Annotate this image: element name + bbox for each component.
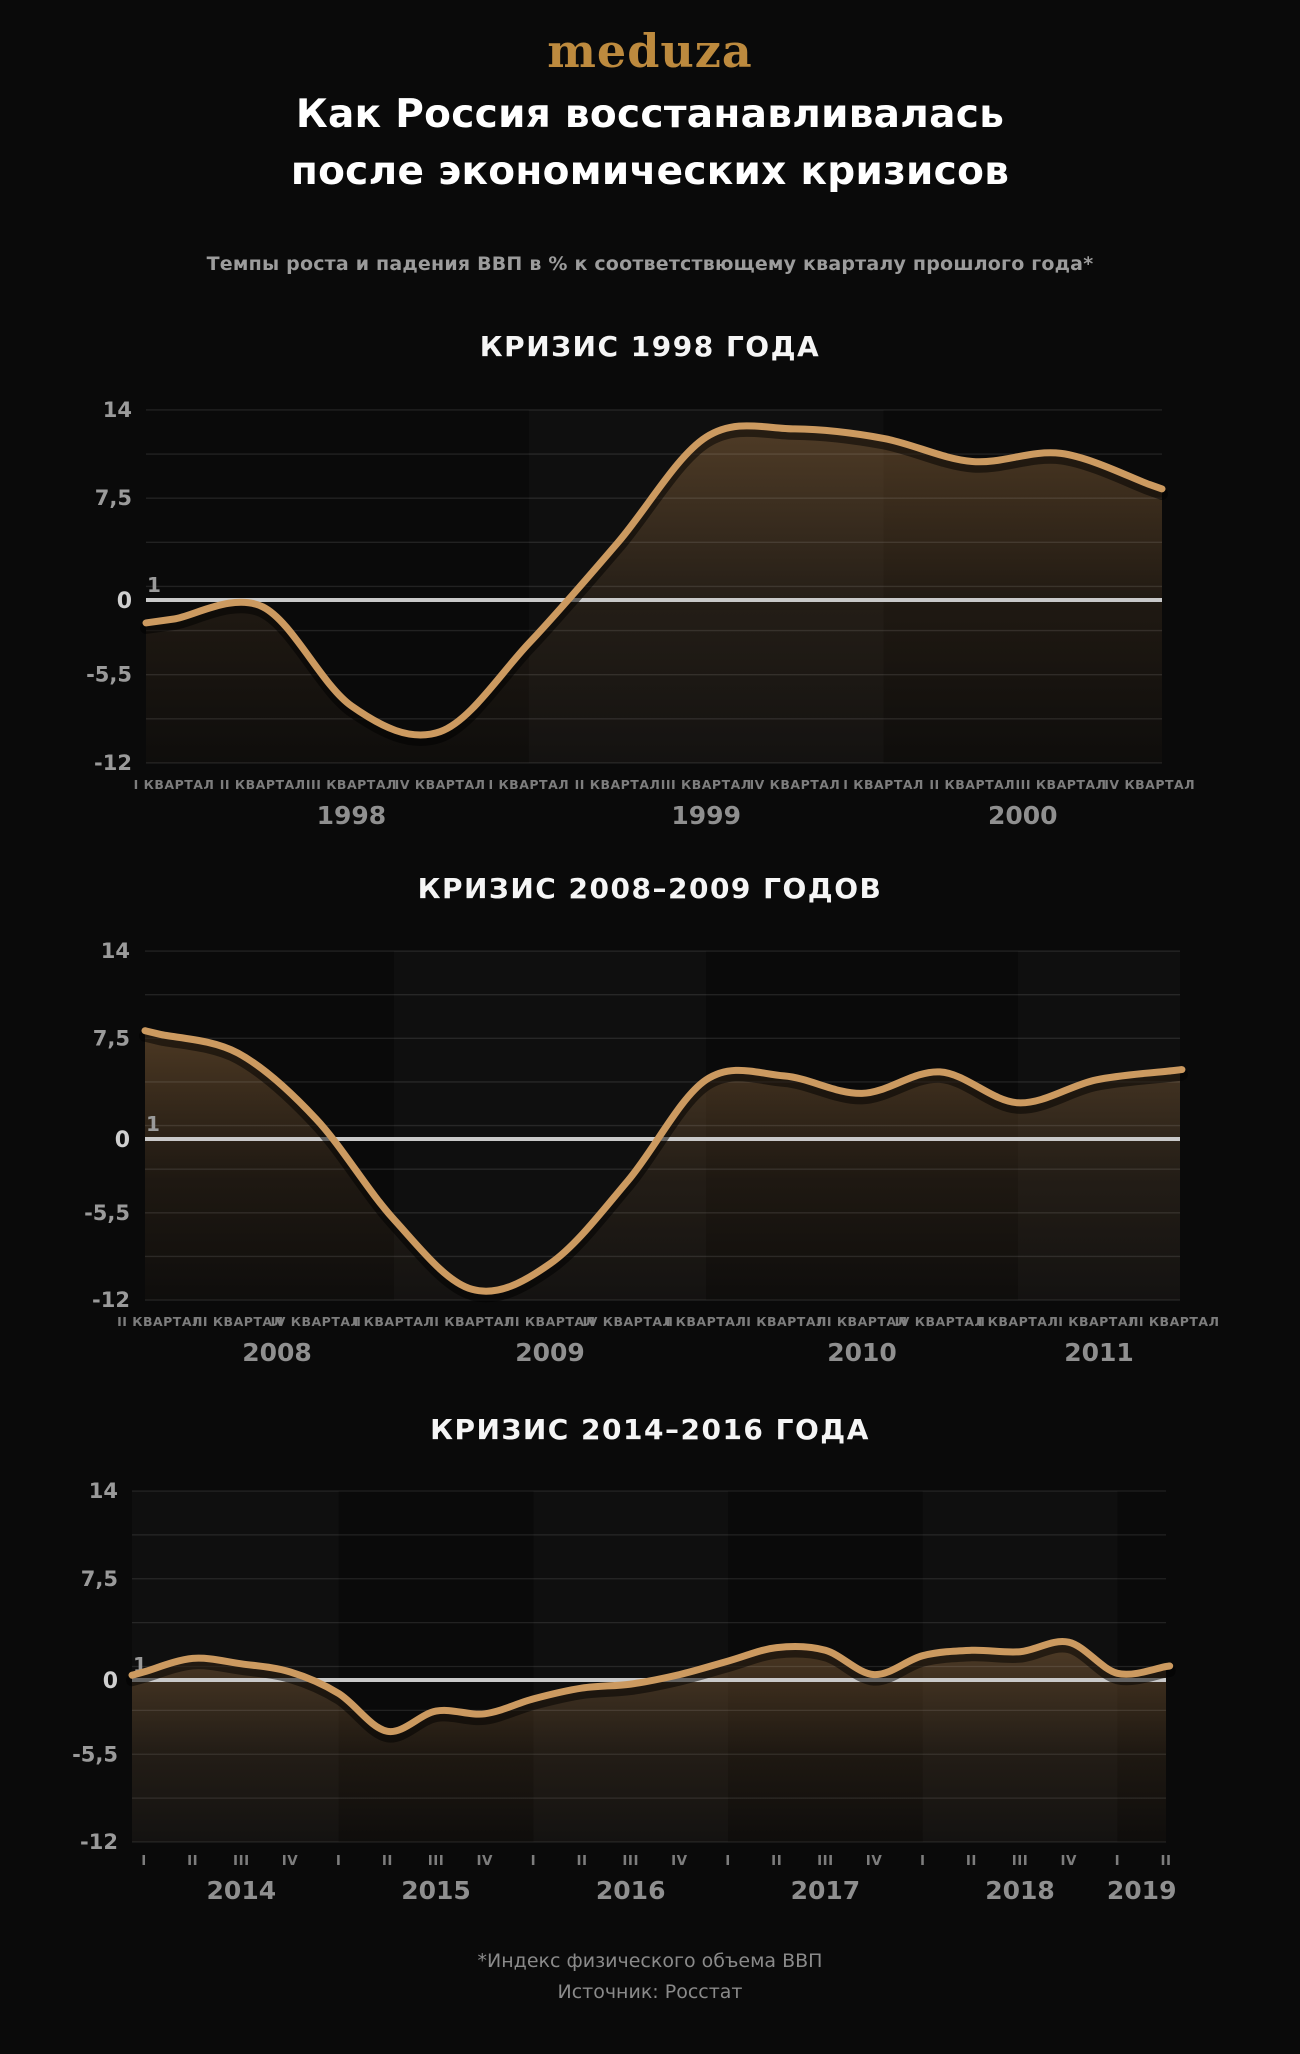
year-label: 2011 (1064, 1338, 1134, 1367)
y-axis-label-zero: 0 (103, 1669, 118, 1694)
y-axis-label: -12 (94, 751, 132, 775)
x-tick-label: II (577, 1853, 588, 1869)
chart-title-2014-2016: КРИЗИС 2014–2016 ГОДА (430, 1413, 870, 1446)
x-tick-label: III КВАРТАЛ (505, 1314, 596, 1329)
x-tick-label: I (1115, 1853, 1121, 1869)
x-tick-label: II КВАРТАЛ (575, 777, 661, 792)
chart-title-2008-2009: КРИЗИС 2008–2009 ГОДОВ (417, 872, 883, 905)
x-tick-label: III КВАРТАЛ (817, 1314, 908, 1329)
x-tick-label: II КВАРТАЛ (429, 1314, 515, 1329)
year-label: 2000 (988, 801, 1058, 830)
y-axis-label: -12 (80, 1830, 118, 1854)
y-axis-label: 7,5 (93, 1026, 130, 1050)
x-tick-label: II (187, 1853, 198, 1869)
y-axis-label: 7,5 (95, 486, 132, 510)
x-tick-label: I КВАРТАЛ (354, 1314, 435, 1329)
y-axis-label-one: 1 (146, 1112, 160, 1136)
gdp-curve (142, 422, 1166, 739)
x-tick-label: II КВАРТАЛ (220, 777, 306, 792)
x-tick-label: II (771, 1853, 782, 1869)
year-label: 2016 (596, 1876, 666, 1905)
year-label: 1998 (317, 801, 387, 830)
x-tick-label: III (622, 1853, 639, 1869)
footnote: *Индекс физического объема ВВП (477, 1950, 823, 1972)
y-axis-label: -5,5 (84, 1201, 130, 1225)
x-tick-label: I КВАРТАЛ (843, 777, 924, 792)
x-tick-label: I КВАРТАЛ (978, 1314, 1059, 1329)
y-axis-label-one: 1 (147, 573, 161, 597)
y-axis-label: 14 (89, 1479, 118, 1503)
x-tick-label: IV КВАРТАЛ (271, 1314, 362, 1329)
x-tick-label: IV (671, 1853, 688, 1869)
y-axis-label: 7,5 (81, 1567, 118, 1591)
x-tick-label: III (817, 1853, 834, 1869)
y-axis-label: 14 (103, 398, 132, 422)
area-fill (132, 1641, 1170, 1842)
year-label: 2018 (985, 1876, 1055, 1905)
y-axis-label: -5,5 (72, 1742, 118, 1766)
x-tick-label: IV (1060, 1853, 1077, 1869)
year-label: 2017 (791, 1876, 861, 1905)
gdp-curve (128, 1638, 1174, 1735)
x-tick-label: IV (476, 1853, 493, 1869)
y-axis-label-zero: 0 (117, 589, 132, 614)
year-label: 2015 (401, 1876, 471, 1905)
year-label: 2014 (207, 1876, 277, 1905)
year-label: 1999 (671, 801, 741, 830)
x-tick-label: II КВАРТАЛ (117, 1314, 203, 1329)
chart-2014-2016-crisis: 147,510-5,5-12I II III IV I II III IV I II III IV I I… (72, 1479, 1177, 1905)
x-tick-label: I (336, 1853, 342, 1869)
x-tick-label: III (1012, 1853, 1029, 1869)
gdp-curve-shadow (126, 1640, 1176, 1743)
x-tick-label: I (725, 1853, 731, 1869)
x-tick-label: IV КВАРТАЛ (583, 1314, 674, 1329)
x-tick-label: IV (282, 1853, 299, 1869)
y-axis-label-zero: 0 (115, 1128, 130, 1153)
x-tick-label: I (531, 1853, 537, 1869)
x-tick-label: II КВАРТАЛ (741, 1314, 827, 1329)
x-tick-label: I КВАРТАЛ (134, 777, 215, 792)
chart-title-1998: КРИЗИС 1998 ГОДА (479, 330, 821, 363)
gdp-curve (141, 1027, 1186, 1295)
x-tick-label: III КВАРТАЛ (1129, 1314, 1220, 1329)
year-label: 2010 (827, 1338, 897, 1367)
page-title-line2: после экономических кризисов (290, 149, 1010, 194)
y-axis-label: 14 (101, 939, 130, 963)
page-title-line1: Как Россия восстанавливалась (295, 92, 1005, 137)
y-axis-label: -5,5 (86, 663, 132, 687)
meduza-logo: meduza (547, 24, 753, 78)
y-axis-label: -12 (92, 1288, 130, 1312)
x-tick-label: II КВАРТАЛ (1053, 1314, 1139, 1329)
x-tick-label: III (233, 1853, 250, 1869)
x-tick-label: II (966, 1853, 977, 1869)
chart-1998-crisis: 147,510-5,5-12I КВАРТАЛ II КВАРТАЛ III КВА… (86, 398, 1195, 830)
x-tick-label: II (382, 1853, 393, 1869)
x-tick-label: III КВАРТАЛ (661, 777, 752, 792)
x-tick-label: II КВАРТАЛ (929, 777, 1015, 792)
source-credit: Источник: Росстат (557, 1981, 743, 2003)
page-title: Как Россия восстанавливалась после эконо… (0, 86, 1300, 200)
year-label: 2008 (242, 1338, 312, 1367)
x-tick-label: II (1161, 1853, 1172, 1869)
page-subtitle: Темпы роста и падения ВВП в % к соответс… (206, 253, 1094, 275)
x-tick-label: IV КВАРТАЛ (749, 777, 840, 792)
x-tick-label: I (141, 1853, 147, 1869)
x-tick-label: IV (866, 1853, 883, 1869)
x-tick-label: IV КВАРТАЛ (1104, 777, 1195, 792)
year-label: 2009 (515, 1338, 585, 1367)
x-tick-label: III КВАРТАЛ (193, 1314, 284, 1329)
x-tick-label: I КВАРТАЛ (488, 777, 569, 792)
year-label: 2019 (1107, 1876, 1177, 1905)
x-tick-label: I (920, 1853, 926, 1869)
area-fill (146, 425, 1162, 763)
x-tick-label: III КВАРТАЛ (1016, 777, 1107, 792)
x-tick-label: III КВАРТАЛ (306, 777, 397, 792)
x-tick-label: I КВАРТАЛ (666, 1314, 747, 1329)
x-tick-label: IV КВАРТАЛ (895, 1314, 986, 1329)
x-tick-label: III (428, 1853, 445, 1869)
x-tick-label: IV КВАРТАЛ (395, 777, 486, 792)
